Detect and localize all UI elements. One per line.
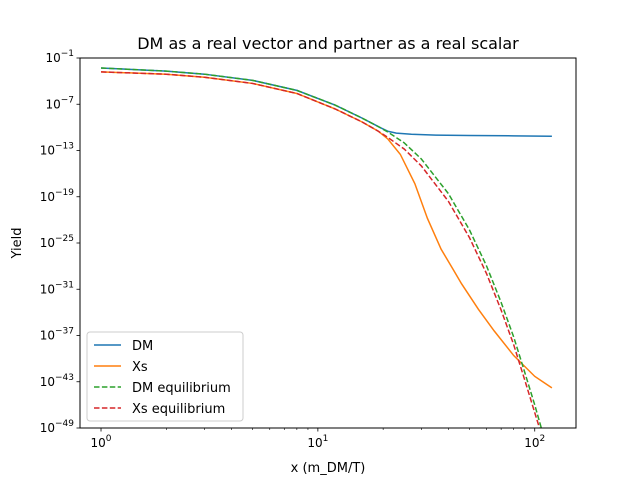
series-layer xyxy=(100,67,553,428)
x-tick-label: 102 xyxy=(524,434,545,450)
chart-title: DM as a real vector and partner as a rea… xyxy=(137,34,519,53)
legend: DM Xs DM equilibrium Xs equilibrium xyxy=(86,331,244,422)
y-tick-exp: −13 xyxy=(55,142,74,152)
y-axis: 10−110−710−1310−1910−2510−3110−3710−4310… xyxy=(40,49,80,435)
y-tick-label: 10−25 xyxy=(40,234,74,250)
y-tick-exp: −43 xyxy=(55,373,74,383)
legend-box xyxy=(86,331,244,422)
y-tick-label: 10−49 xyxy=(40,419,75,435)
y-tick-exp: −25 xyxy=(55,234,74,244)
y-tick-label: 10−19 xyxy=(40,188,75,204)
series-line-2 xyxy=(100,67,543,428)
y-axis-label: Yield xyxy=(10,228,25,260)
legend-label: DM equilibrium xyxy=(132,381,231,396)
x-tick-label: 101 xyxy=(307,434,328,450)
y-tick-base: 10 xyxy=(45,97,60,111)
y-tick-base: 10 xyxy=(40,421,55,435)
series-line-3 xyxy=(100,71,541,428)
y-tick-base: 10 xyxy=(40,190,55,204)
x-tick-exp: 0 xyxy=(106,434,112,444)
y-tick-exp: −7 xyxy=(61,95,74,105)
y-tick-base: 10 xyxy=(40,144,55,158)
x-axis: 100 101 102 xyxy=(91,428,545,450)
y-tick-label: 10−43 xyxy=(40,373,74,389)
y-tick-label: 10−31 xyxy=(40,280,74,296)
y-tick-base: 10 xyxy=(40,282,55,296)
legend-label: DM xyxy=(132,339,153,354)
y-tick-exp: −31 xyxy=(55,280,74,290)
y-tick-label: 10−37 xyxy=(40,327,74,343)
y-tick-exp: −49 xyxy=(55,419,74,429)
y-tick-base: 10 xyxy=(40,375,55,389)
x-tick-base: 10 xyxy=(307,436,322,450)
y-tick-base: 10 xyxy=(40,329,55,343)
y-tick-exp: −19 xyxy=(55,188,74,198)
y-tick-exp: −37 xyxy=(55,327,74,337)
x-tick-base: 10 xyxy=(524,436,539,450)
x-tick-label: 100 xyxy=(91,434,112,450)
y-tick-base: 10 xyxy=(45,51,60,65)
x-axis-label: x (m_DM/T) xyxy=(291,461,366,476)
x-tick-base: 10 xyxy=(91,436,106,450)
y-tick-exp: −1 xyxy=(61,49,74,59)
legend-label: Xs xyxy=(132,360,148,375)
x-tick-exp: 1 xyxy=(323,434,329,444)
y-tick-base: 10 xyxy=(40,236,55,250)
y-tick-label: 10−13 xyxy=(40,142,74,158)
y-tick-label: 10−1 xyxy=(45,49,74,65)
x-tick-exp: 2 xyxy=(539,434,545,444)
y-tick-label: 10−7 xyxy=(45,95,74,111)
legend-label: Xs equilibrium xyxy=(132,402,225,417)
